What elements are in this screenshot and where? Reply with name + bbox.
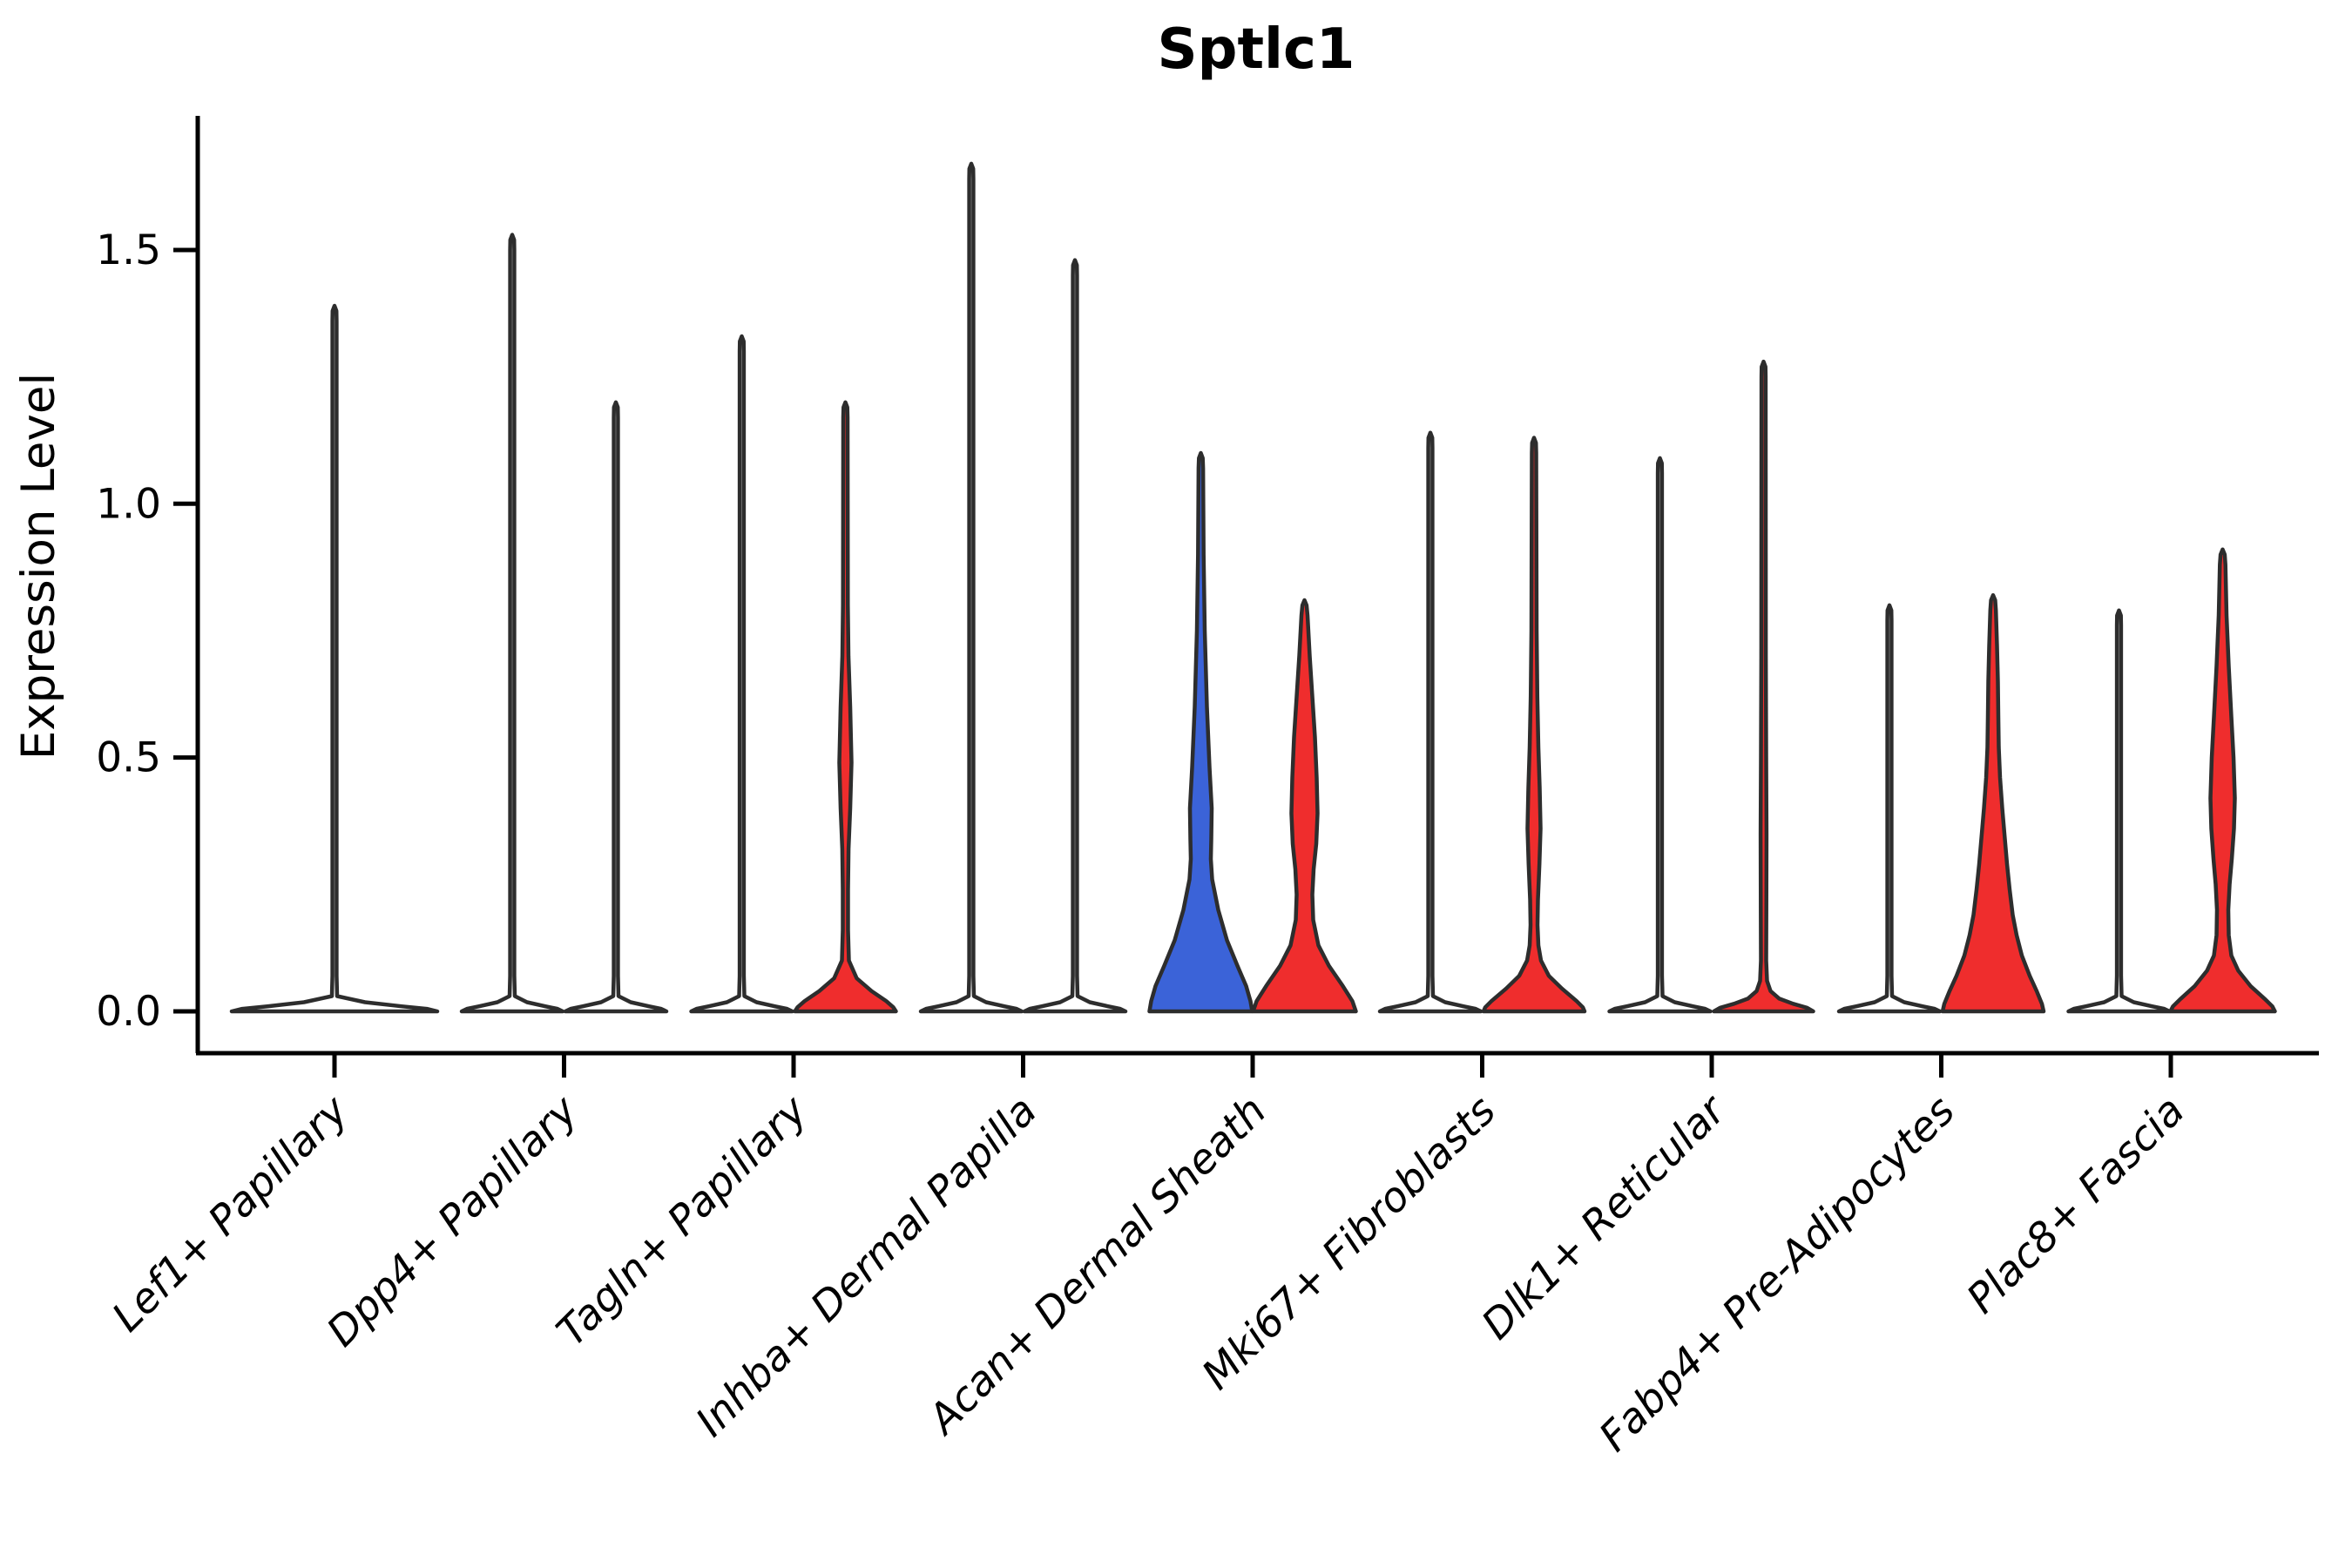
y-tick-label: 0.0	[96, 988, 161, 1036]
violin-shape-2-left	[689, 334, 794, 1014]
violin-shape-3-right	[1022, 258, 1128, 1014]
violin-shape-4-right	[1251, 598, 1358, 1014]
violin-shape-3-left	[918, 161, 1024, 1014]
plot-title: Sptlc1	[1158, 17, 1355, 82]
y-tick-label: 0.5	[96, 734, 161, 782]
violin-shape-2-right	[793, 400, 898, 1014]
violin-shape-8-right	[2168, 547, 2277, 1014]
x-tick-label: Dpp4+ Papillary	[318, 1086, 588, 1356]
x-tick-label: Tagln+ Papillary	[548, 1086, 818, 1356]
violin-shape-4-left	[1147, 450, 1254, 1014]
violin-layer	[229, 161, 2277, 1014]
x-tick-label: Dlk1+ Reticular	[1473, 1085, 1737, 1349]
violin-shape-6-right	[1712, 359, 1815, 1014]
violin-shape-7-left	[1836, 603, 1943, 1014]
x-tick-label: Plac8+ Fascia	[1957, 1087, 2193, 1323]
y-tick-label: 1.5	[96, 226, 161, 274]
violin-shape-5-right	[1481, 436, 1587, 1014]
violin-shape-0-single	[229, 303, 440, 1014]
y-axis-label: Expression Level	[12, 373, 65, 760]
y-tick-label: 1.0	[96, 480, 161, 528]
x-tick-label: Lef1+ Papillary	[103, 1086, 358, 1342]
violin-shape-6-left	[1607, 456, 1713, 1014]
violin-shape-1-left	[459, 233, 565, 1014]
violin-shape-1-right	[563, 400, 669, 1014]
violin-shape-5-left	[1377, 430, 1484, 1014]
violin-shape-7-right	[1940, 592, 2046, 1014]
violin-shape-8-left	[2066, 608, 2172, 1014]
